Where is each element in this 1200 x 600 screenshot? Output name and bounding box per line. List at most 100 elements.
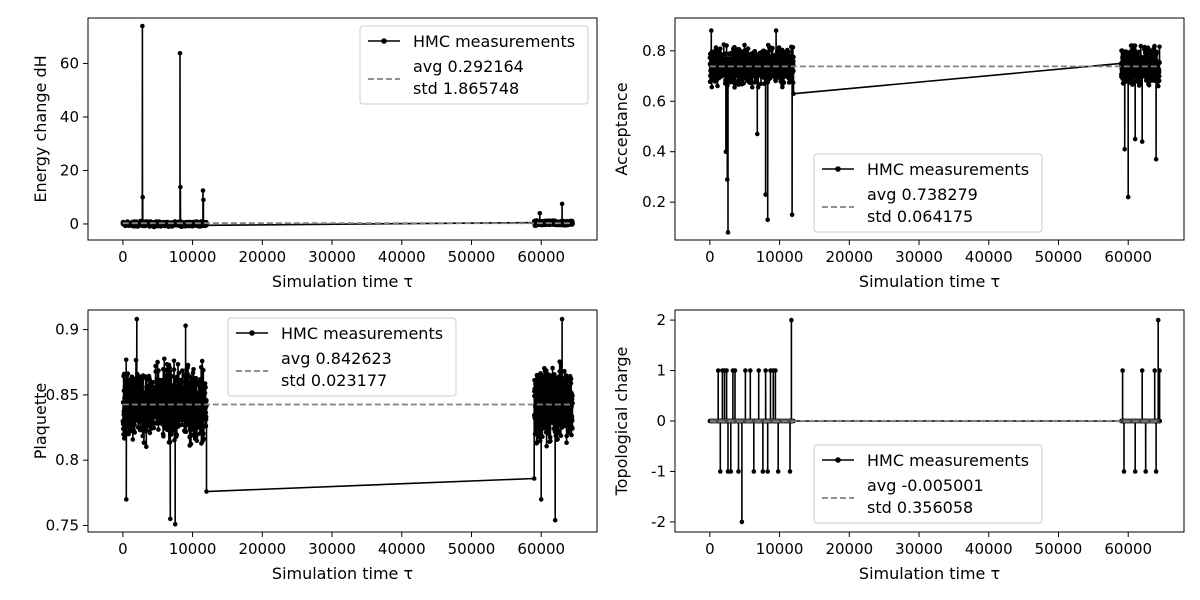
hmc-point <box>175 362 181 367</box>
hmc-point <box>787 469 793 474</box>
hmc-point <box>190 370 196 376</box>
y-axis: -2 -1 0 1 2 <box>651 311 675 531</box>
hmc-point <box>178 184 183 190</box>
x-tick-label: 20000 <box>825 540 873 558</box>
plot-area <box>120 316 575 527</box>
hmc-point <box>531 476 537 481</box>
x-tick-label: 50000 <box>448 540 496 558</box>
hmc-point <box>194 433 199 438</box>
hmc-point <box>547 434 553 440</box>
hmc-point <box>533 431 538 437</box>
legend-box <box>359 25 589 105</box>
hmc-point <box>548 438 553 444</box>
hmc-point <box>198 410 204 416</box>
hmc-point <box>183 323 188 329</box>
hmc-point <box>715 83 720 89</box>
hmc-point <box>790 80 796 85</box>
hmc-point <box>139 386 144 392</box>
hmc-point <box>758 81 764 86</box>
hmc-point <box>558 393 563 398</box>
y-tick-label: 0.4 <box>642 143 666 161</box>
hmc-point <box>201 436 207 442</box>
hmc-point <box>570 400 575 406</box>
hmc-point <box>188 388 194 393</box>
x-tick-label: 30000 <box>308 540 356 558</box>
x-tick-label: 0 <box>705 248 715 266</box>
hmc-point <box>142 409 148 415</box>
hmc-point <box>773 78 778 84</box>
hmc-point <box>550 365 555 371</box>
hmc-point <box>167 368 173 374</box>
x-tick-label: 50000 <box>448 248 496 266</box>
hmc-point <box>203 424 209 429</box>
hmc-point <box>753 76 759 82</box>
hmc-point <box>725 177 730 182</box>
hmc-point <box>1156 69 1162 75</box>
legend-marker-swatch <box>381 38 387 44</box>
hmc-point <box>765 469 770 474</box>
legend-label-std: std 0.023177 <box>281 371 387 390</box>
y-tick-label: 0 <box>69 215 79 233</box>
hmc-point <box>756 368 761 373</box>
x-axis-label: Simulation time τ <box>859 272 1000 291</box>
hmc-point <box>133 357 139 363</box>
x-tick-label: 20000 <box>238 248 286 266</box>
x-axis: 0 10000 20000 30000 40000 50000 60000 <box>705 532 1152 558</box>
hmc-point <box>1157 74 1162 79</box>
hmc-point <box>568 380 574 386</box>
hmc-point <box>569 414 575 419</box>
hmc-point <box>156 427 161 432</box>
hmc-point <box>788 76 794 81</box>
hmc-point <box>1157 60 1162 66</box>
hmc-point <box>141 440 147 446</box>
y-tick-label: -1 <box>651 462 666 480</box>
hmc-point <box>1132 43 1138 48</box>
hmc-point <box>1153 157 1159 162</box>
hmc-point <box>123 357 129 363</box>
hmc-point <box>554 415 559 420</box>
axes-frame <box>674 17 1185 241</box>
x-tick-label: 60000 <box>1104 248 1152 266</box>
legend-marker-swatch <box>835 166 841 172</box>
x-tick-label: 40000 <box>965 248 1013 266</box>
hmc-point <box>204 223 209 228</box>
legend-label-measurements: HMC measurements <box>281 324 443 343</box>
hmc-point <box>752 48 758 54</box>
legend: HMC measurements avg 0.842623 std 0.023177 <box>227 317 457 397</box>
hmc-point <box>555 436 560 442</box>
y-tick-label: 0.9 <box>55 321 79 339</box>
hmc-point <box>1120 368 1125 373</box>
hmc-point <box>724 368 729 373</box>
hmc-point <box>201 367 206 373</box>
hmc-point <box>177 51 183 56</box>
hmc-point <box>188 441 194 447</box>
hmc-point <box>191 367 196 372</box>
hmc-point <box>763 192 768 197</box>
hmc-point <box>1157 44 1162 50</box>
hmc-point <box>748 80 754 85</box>
hmc-point <box>1132 469 1138 474</box>
x-tick-label: 10000 <box>756 540 804 558</box>
hmc-point <box>555 385 561 391</box>
hmc-point <box>172 437 177 443</box>
hmc-point <box>745 50 750 56</box>
hmc-point <box>1152 368 1157 373</box>
hmc-point <box>773 368 778 373</box>
hmc-point <box>200 188 206 193</box>
legend-label-measurements: HMC measurements <box>867 451 1029 470</box>
x-tick-label: 40000 <box>378 540 426 558</box>
y-tick-label: 0.8 <box>55 451 79 469</box>
hmc-point <box>164 384 169 390</box>
hmc-point <box>723 149 729 154</box>
hmc-point <box>1152 43 1157 49</box>
y-axis: 0.2 0.4 0.6 0.8 <box>642 42 675 211</box>
hmc-point <box>781 80 787 85</box>
plot-area <box>120 23 575 230</box>
hmc-point <box>765 217 770 223</box>
y-axis-label: Acceptance <box>612 82 631 175</box>
hmc-point <box>558 361 564 366</box>
hmc-point <box>125 371 131 377</box>
hmc-point <box>535 426 541 431</box>
hmc-point <box>202 390 208 396</box>
x-tick-label: 30000 <box>895 248 943 266</box>
